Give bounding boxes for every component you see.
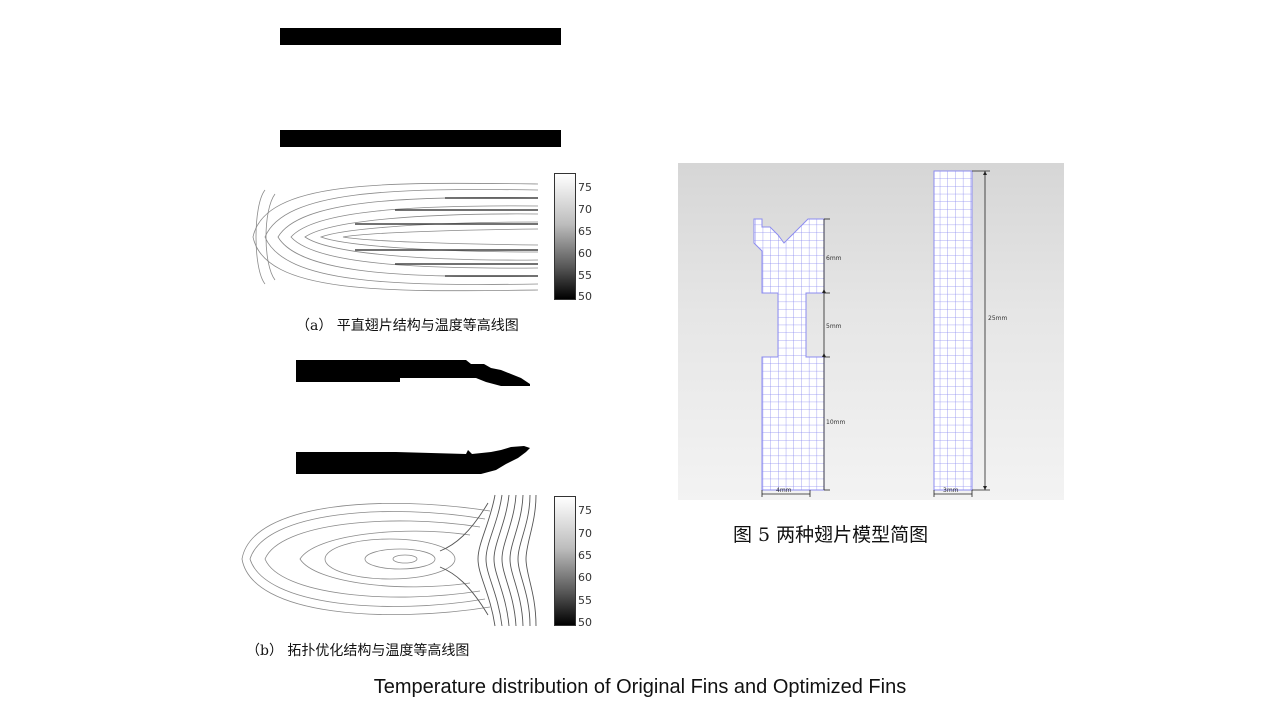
straight-fin-mesh: [933, 170, 973, 491]
panel-b-colorbar-tick: 65: [578, 549, 592, 562]
panel-a-colorbar-tick: 70: [578, 203, 592, 216]
figure-caption: Temperature distribution of Original Fin…: [373, 676, 907, 698]
dim-label-25mm: 25mm: [988, 315, 1007, 322]
panel-a-colorbar-tick: 65: [578, 225, 592, 238]
fin-model-diagram: 6mm 5mm 10mm 4mm 25mm 3mm: [678, 163, 1064, 500]
panel-b-colorbar-tick: 70: [578, 527, 592, 540]
panel-a-colorbar: [554, 173, 576, 300]
panel-a-colorbar-tick: 60: [578, 247, 592, 260]
dim-label-4mm: 4mm: [776, 487, 792, 494]
dim-label-10mm: 10mm: [826, 419, 845, 426]
optimized-fin-mesh: [753, 218, 825, 491]
panel-b-colorbar-tick: 55: [578, 594, 592, 607]
straight-fin-bottom-bar: [280, 130, 561, 147]
dim-label-3mm: 3mm: [943, 487, 959, 494]
straight-fin-top-bar: [280, 28, 561, 45]
panel-b-caption: （b） 拓扑优化结构与温度等高线图: [246, 643, 470, 659]
panel-a-contour-plot: [245, 180, 540, 295]
dim-label-6mm: 6mm: [826, 255, 842, 262]
panel-a-colorbar-tick: 55: [578, 269, 592, 282]
dim-label-5mm: 5mm: [826, 323, 842, 330]
panel-a-colorbar-tick: 50: [578, 290, 592, 303]
optimized-fin-top-bar: [296, 358, 536, 388]
panel-b-colorbar-tick: 60: [578, 571, 592, 584]
panel-b-colorbar: [554, 496, 576, 626]
panel-b-contour-plot: [240, 493, 540, 628]
optimized-fin-bottom-bar: [296, 444, 536, 476]
panel-a-colorbar-tick: 75: [578, 181, 592, 194]
panel-b-colorbar-tick: 50: [578, 616, 592, 629]
panel-b-colorbar-tick: 75: [578, 504, 592, 517]
panel-a-caption: （a） 平直翅片结构与温度等高线图: [296, 318, 519, 334]
figure5-title: 图 5 两种翅片模型简图: [733, 524, 929, 546]
